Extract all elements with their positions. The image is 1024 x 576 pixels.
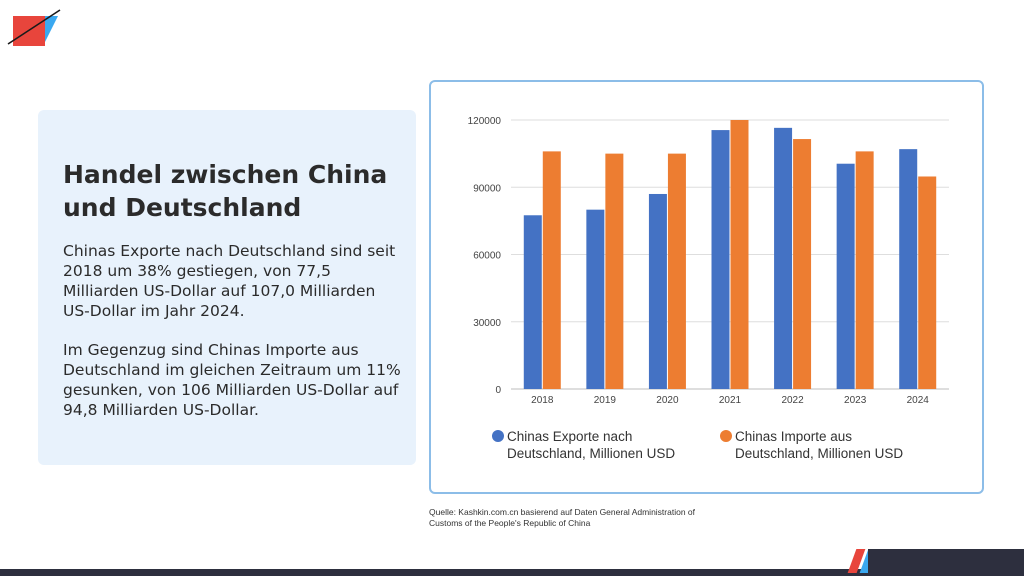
chart-card: 0 30000 60000 90000 120000 2018 2019 2020 2021 20… — [429, 80, 984, 494]
legend-label-imports-line1: Chinas Importe aus — [735, 429, 853, 444]
info-card: Handel zwischen China und Deutschland Ch… — [38, 110, 416, 465]
y-tick-label: 60000 — [473, 251, 501, 262]
legend-label-imports-line2: Deutschland, Millionen USD — [735, 446, 904, 461]
x-tick-label: 2020 — [656, 395, 679, 406]
bar-exports-2020 — [648, 193, 667, 389]
brand-logo — [7, 9, 61, 46]
x-tick-label: 2024 — [907, 395, 930, 406]
slide-title: Handel zwischen China und Deutschland — [63, 160, 388, 222]
legend-label-exports-line2: Deutschland, Millionen USD — [507, 446, 676, 461]
legend-item-imports: Chinas Importe aus Deutschland, Millione… — [720, 428, 935, 462]
x-tick-label: 2019 — [594, 395, 617, 406]
bar-imports-2024 — [918, 176, 937, 389]
footer-bar — [0, 569, 1024, 576]
bar-imports-2019 — [605, 153, 624, 389]
legend-item-exports: Chinas Exporte nach Deutschland, Million… — [492, 428, 707, 462]
y-tick-label: 90000 — [473, 183, 501, 194]
bar-chart: 0 30000 60000 90000 120000 2018 2019 2020 2021 20… — [468, 116, 949, 406]
x-tick-label: 2023 — [844, 395, 867, 406]
bar-imports-2020 — [667, 153, 686, 389]
source-note: Quelle: Kashkin.com.cn basierend auf Dat… — [429, 507, 696, 528]
y-tick-label: 0 — [495, 385, 501, 396]
bar-exports-2021 — [711, 130, 730, 389]
footer-tab — [868, 549, 1024, 576]
bar-exports-2024 — [899, 149, 918, 389]
y-tick-label: 120000 — [468, 116, 502, 127]
legend-label-exports-line1: Chinas Exporte nach — [507, 429, 633, 444]
bar-exports-2022 — [774, 127, 793, 390]
bar-exports-2018 — [523, 215, 542, 389]
y-tick-label: 30000 — [473, 318, 501, 329]
imports-paragraph: Im Gegenzug sind Chinas Importe aus Deut… — [63, 341, 401, 419]
bar-imports-2018 — [542, 151, 561, 389]
x-tick-label: 2021 — [719, 395, 742, 406]
x-tick-label: 2018 — [531, 395, 554, 406]
bar-imports-2021 — [730, 120, 749, 389]
bar-exports-2023 — [836, 163, 855, 389]
legend-marker-exports — [492, 430, 504, 442]
x-tick-label: 2022 — [781, 395, 804, 406]
bar-imports-2022 — [793, 139, 812, 389]
legend-marker-imports — [720, 430, 732, 442]
bar-exports-2019 — [586, 209, 605, 389]
exports-paragraph: Chinas Exporte nach Deutschland sind sei… — [63, 242, 396, 320]
bar-imports-2023 — [855, 151, 874, 389]
